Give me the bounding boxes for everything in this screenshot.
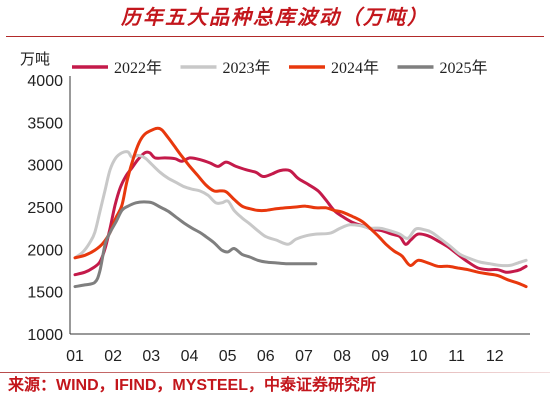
x-tick-label: 06 <box>257 348 275 365</box>
x-tick-label: 12 <box>486 348 504 365</box>
series-line-2024 <box>73 126 528 289</box>
series-line-2022 <box>73 150 528 277</box>
x-tick-label: 05 <box>219 348 237 365</box>
y-tick-label: 3500 <box>27 115 63 132</box>
x-tick-label: 09 <box>371 348 389 365</box>
y-tick-label: 4000 <box>27 73 63 90</box>
x-tick-label: 04 <box>181 348 199 365</box>
source-divider <box>0 372 550 373</box>
y-tick-label: 1000 <box>27 327 63 344</box>
chart-title: 历年五大品种总库波动（万吨） <box>121 7 429 29</box>
source-note: 来源：WIND，IFIND，MYSTEEL，中泰证券研究所 <box>8 377 376 394</box>
x-tick-label: 10 <box>410 348 428 365</box>
y-tick-label: 1500 <box>27 285 63 302</box>
x-tick-label: 11 <box>448 348 465 365</box>
y-tick-label: 3000 <box>27 158 63 175</box>
series-line-2025 <box>73 200 318 289</box>
legend-label-2025: 2025年 <box>440 59 488 77</box>
series-lines <box>73 126 528 289</box>
x-tick-label: 07 <box>295 348 313 365</box>
x-tick-label: 08 <box>333 348 351 365</box>
x-tick-label: 03 <box>142 348 160 365</box>
legend-label-2024: 2024年 <box>331 59 379 77</box>
y-axis-label: 万吨 <box>20 51 50 68</box>
title-divider <box>6 36 544 37</box>
y-tick-label: 2000 <box>27 242 63 259</box>
y-tick-labels: 1000 1500 2000 2500 3000 3500 4000 <box>27 73 63 344</box>
legend-label-2023: 2023年 <box>223 59 271 77</box>
y-tick-label: 2500 <box>27 200 63 217</box>
x-tick-labels: 01 02 03 04 05 06 07 08 09 10 11 12 <box>66 348 504 365</box>
legend-label-2022: 2022年 <box>114 59 162 77</box>
x-tick-label: 01 <box>66 348 84 365</box>
legend: 2022年 2023年 2024年 2025年 <box>72 59 488 77</box>
x-tick-label: 02 <box>104 348 122 365</box>
series-line-2023 <box>73 150 528 268</box>
